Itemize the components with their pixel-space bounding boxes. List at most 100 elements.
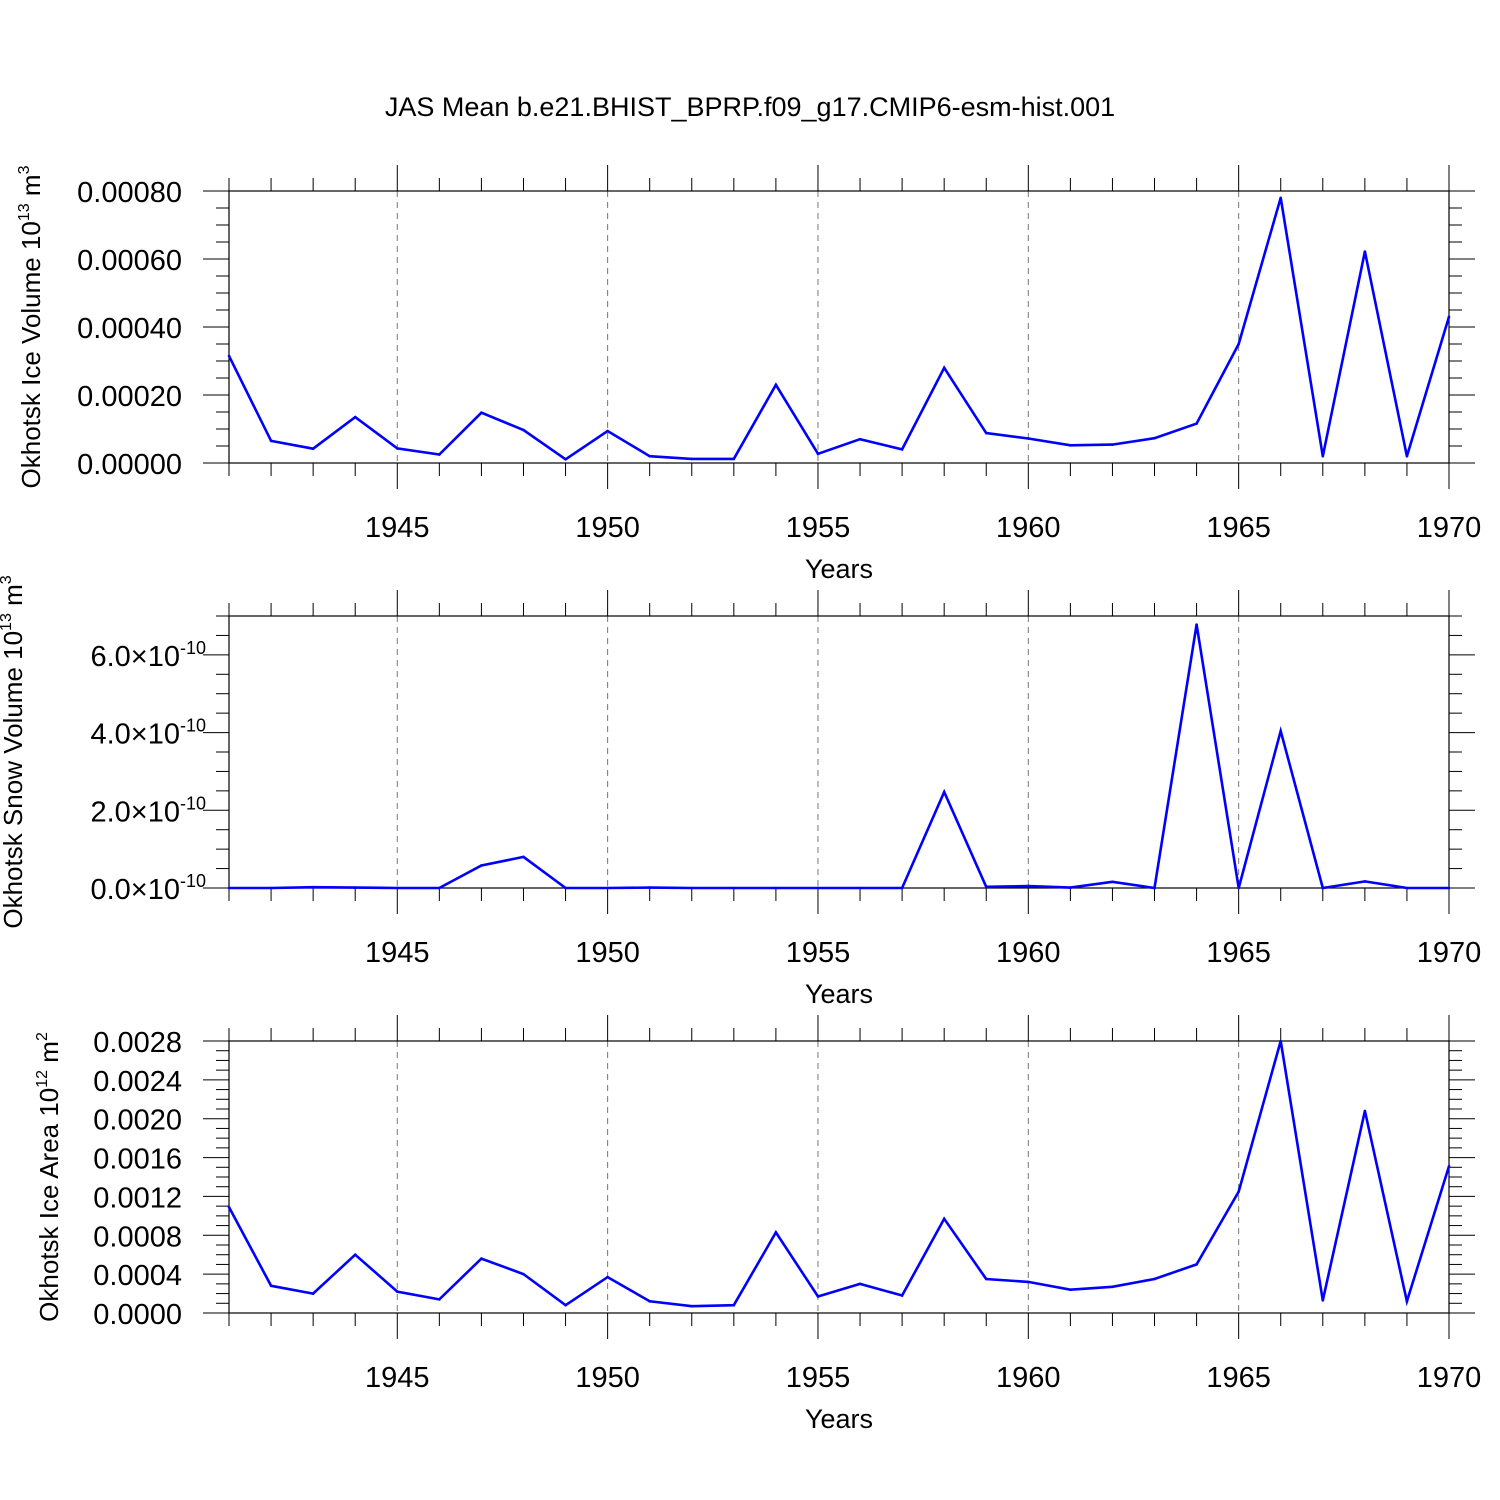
chart-2-data-point-1965 (1237, 1190, 1240, 1193)
chart-1-data-point-1958 (942, 790, 946, 794)
chart-0-data-point-1968 (1363, 250, 1367, 253)
chart-1-y-tick-exponent-2: -10 (180, 716, 206, 736)
chart-2-data-point-1963 (1153, 1277, 1156, 1281)
chart-2-data-point-1957 (900, 1294, 904, 1297)
chart-1-data-point-1969 (1405, 886, 1409, 890)
chart-1-series-line (229, 624, 1449, 890)
chart-0-data-point-1950 (606, 429, 609, 433)
chart-2-data-point-1956 (858, 1282, 862, 1286)
chart-1-y-tick-exponent-3: -10 (180, 638, 206, 658)
chart-0-data-point-1958 (942, 366, 946, 370)
chart-1-data-point-1959 (984, 885, 988, 889)
chart-0-data-point-1954 (774, 383, 778, 387)
chart-1-y-tick-label-3: 6.0×10 (90, 641, 180, 673)
chart-0-data-point-1942 (269, 439, 273, 443)
chart-2-y-axis-label: Okhotsk Ice Area 1012 m2 (34, 1032, 64, 1322)
chart-0-x-tick-label-1965: 1965 (1206, 512, 1271, 544)
chart-2-data-point-1961 (1069, 1288, 1072, 1291)
chart-0-y-tick-label-0: 0.00000 (77, 449, 182, 481)
chart-2-y-tick-label-2: 0.0008 (93, 1221, 182, 1253)
chart-0-data-point-1952 (690, 457, 694, 461)
chart-0-data-point-1951 (648, 454, 651, 458)
chart-2-data-point-1958 (942, 1217, 946, 1221)
chart-0-x-tick-label-1950: 1950 (575, 512, 640, 544)
chart-0-data-point-1967 (1321, 454, 1325, 458)
chart-1-x-tick-label-1960: 1960 (996, 937, 1061, 969)
chart-1-data-point-1948 (522, 855, 525, 859)
chart-0-y-tick-label-1: 0.00020 (77, 381, 182, 413)
chart-2-x-tick-label-1970: 1970 (1417, 1362, 1482, 1394)
chart-1-data-point-1946 (438, 886, 441, 890)
chart-1-data-point-1952 (690, 886, 694, 890)
chart-0-data-point-1953 (732, 457, 736, 461)
chart-0-data-point-1944 (353, 415, 357, 419)
chart-0-data-point-1943 (311, 447, 315, 451)
chart-2-data-point-1944 (353, 1253, 357, 1257)
chart-0-data-point-1966 (1279, 196, 1283, 200)
chart-0-data-point-1949 (564, 457, 567, 461)
chart-0-y-axis-label: Okhotsk Ice Volume 1013 m3 (16, 165, 46, 488)
chart-0-x-tick-label-1960: 1960 (996, 512, 1061, 544)
chart-0-data-point-1947 (480, 411, 483, 414)
chart-2-data-point-1943 (311, 1292, 315, 1295)
chart-0-x-tick-label-1945: 1945 (365, 512, 430, 544)
chart-2-data-point-1960 (1027, 1280, 1030, 1284)
chart-1-data-point-1950 (606, 886, 609, 890)
chart-1-data-point-1949 (564, 886, 567, 890)
chart-1-plot-frame (228, 615, 1450, 889)
chart-1-data-point-1955 (816, 886, 820, 890)
chart-1-y-tick-exponent-1: -10 (180, 793, 206, 813)
chart-1-data-point-1944 (353, 886, 357, 889)
chart-1-data-point-1964 (1195, 623, 1198, 626)
chart-2-plot-frame (228, 1040, 1450, 1314)
chart-0-data-point-1959 (984, 431, 988, 435)
chart-2-y-tick-label-3: 0.0012 (93, 1182, 182, 1214)
chart-2-x-tick-label-1950: 1950 (575, 1362, 640, 1394)
chart-1-y-tick-exponent-0: -10 (180, 871, 206, 891)
chart-2-x-tick-label-1960: 1960 (996, 1362, 1061, 1394)
chart-1-data-point-1970 (1447, 886, 1451, 890)
chart-1-data-point-1961 (1069, 886, 1072, 889)
chart-2-data-point-1964 (1195, 1263, 1198, 1266)
chart-0-x-tick-label-1970: 1970 (1417, 512, 1482, 544)
chart-0-x-axis-label: Years (805, 554, 873, 584)
chart-1-y-tick-label-2: 4.0×10 (90, 719, 180, 751)
chart-2-y-tick-label-6: 0.0024 (93, 1066, 182, 1098)
chart-1-data-point-1953 (732, 886, 736, 890)
chart-1-data-point-1942 (269, 886, 273, 890)
chart-0-y-tick-label-3: 0.00060 (77, 245, 182, 277)
chart-0-data-point-1961 (1069, 444, 1072, 447)
chart-1-data-point-1941 (227, 886, 231, 890)
chart-1-data-point-1956 (858, 886, 862, 890)
chart-2-data-point-1950 (606, 1275, 609, 1279)
chart-1-y-tick-label-0: 0.0×10 (90, 874, 180, 906)
chart-2-y-tick-label-7: 0.0028 (93, 1027, 182, 1059)
chart-2-data-point-1945 (395, 1290, 399, 1293)
chart-2-data-point-1962 (1111, 1285, 1114, 1289)
chart-0-data-point-1957 (900, 448, 904, 451)
figure-title: JAS Mean b.e21.BHIST_BPRP.f09_g17.CMIP6-… (385, 92, 1115, 122)
chart-2-data-point-1948 (522, 1272, 525, 1276)
chart-1-data-point-1947 (480, 864, 483, 867)
chart-1-data-point-1945 (395, 886, 399, 890)
chart-1-x-tick-label-1950: 1950 (575, 937, 640, 969)
chart-2-data-point-1941 (227, 1205, 231, 1209)
chart-2-data-point-1954 (774, 1231, 778, 1234)
chart-0-data-point-1955 (816, 452, 820, 456)
chart-1-x-tick-label-1945: 1945 (365, 937, 430, 969)
chart-1-x-tick-label-1965: 1965 (1206, 937, 1271, 969)
chart-2-y-tick-label-4: 0.0016 (93, 1144, 182, 1176)
chart-2-series-line (227, 1040, 1451, 1308)
chart-0-y-tick-label-4: 0.00080 (77, 177, 182, 209)
chart-0-data-point-1956 (858, 437, 862, 441)
chart-1-y-axis-label: Okhotsk Snow Volume 1013 m3 (0, 575, 28, 928)
chart-0-x-tick-label-1955: 1955 (786, 512, 851, 544)
chart-1-data-point-1963 (1153, 886, 1156, 890)
chart-2-data-point-1952 (690, 1304, 694, 1308)
chart-2-data-point-1953 (732, 1303, 736, 1307)
ice-area-panel: 1945 1950 1955 1960 1965 1970 0.0000 0.0004 0.00… (34, 1015, 1481, 1434)
chart-0-data-point-1960 (1027, 437, 1030, 440)
chart-2-data-point-1966 (1279, 1039, 1283, 1043)
ice-volume-panel: 1945 1950 1955 1960 1965 1970 0.00000 0.00020 0.… (16, 165, 1481, 584)
